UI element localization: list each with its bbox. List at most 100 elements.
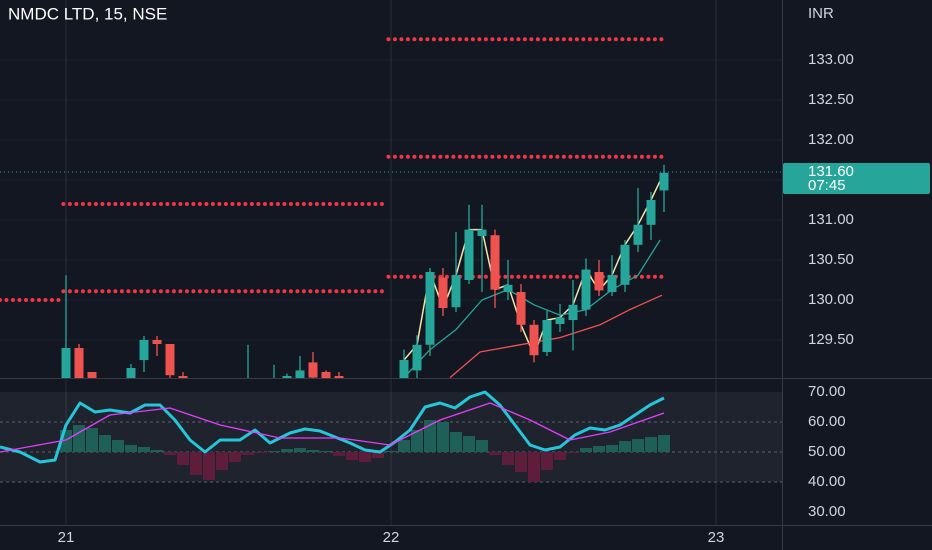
histogram-bar	[385, 451, 397, 453]
candle-body	[87, 372, 97, 378]
histogram-bar	[449, 432, 462, 453]
histogram-bar	[397, 440, 410, 453]
histogram-bar	[190, 452, 203, 476]
countdown-label: 07:45	[808, 177, 846, 194]
y-tick-label: 130.00	[808, 291, 854, 308]
oscillator-tick-label: 60.00	[808, 413, 846, 430]
candle-body	[659, 172, 669, 191]
candle-body	[477, 229, 487, 236]
candle-body	[282, 376, 292, 378]
histogram-bar	[138, 447, 151, 453]
histogram-bar	[514, 452, 527, 473]
histogram-bar	[307, 450, 320, 453]
candle-body	[61, 348, 71, 378]
oscillator-tick-label: 40.00	[808, 473, 846, 490]
histogram-bar	[346, 452, 359, 461]
candle-body	[74, 348, 84, 378]
histogram-bar	[462, 436, 475, 453]
y-tick-label: 131.00	[808, 211, 854, 228]
candle-body	[633, 224, 643, 245]
candle-body	[581, 269, 591, 310]
histogram-bar	[294, 448, 307, 453]
last-price-label: 131.60	[808, 163, 854, 180]
last-price-box	[783, 163, 930, 194]
overlay-line	[403, 239, 661, 378]
histogram-bar	[475, 440, 488, 453]
x-tick-label: 21	[58, 529, 75, 546]
histogram-bar	[644, 437, 657, 453]
oscillator-tick-label: 70.00	[808, 383, 846, 400]
candle-body	[165, 344, 175, 376]
histogram-bar	[255, 452, 268, 453]
histogram-bar	[540, 452, 553, 471]
candle-body	[308, 362, 318, 378]
oscillator-pane	[0, 379, 782, 525]
histogram-bar	[501, 452, 514, 465]
histogram-bar	[281, 449, 294, 453]
candle-body	[490, 235, 500, 290]
overlay-line	[449, 294, 663, 378]
x-tick-label: 22	[383, 529, 400, 546]
candle-body	[295, 370, 305, 378]
currency-label: INR	[808, 5, 834, 22]
candle-body	[152, 340, 162, 344]
candle-body	[516, 292, 526, 325]
histogram-bar	[436, 422, 449, 453]
histogram-bar	[216, 452, 229, 471]
candle-body	[399, 360, 409, 378]
histogram-bar	[320, 451, 333, 453]
histogram-bar	[566, 452, 579, 453]
candle-body	[607, 275, 617, 292]
histogram-bar	[423, 420, 436, 453]
candle-body	[646, 200, 656, 225]
histogram-bar	[73, 425, 86, 453]
chart-title: NMDC LTD, 15, NSE	[8, 4, 167, 23]
candle-body	[412, 344, 422, 371]
histogram-bar	[605, 445, 618, 453]
histogram-bar	[359, 452, 372, 462]
histogram-bar	[229, 452, 242, 462]
candle-body	[594, 272, 604, 291]
y-tick-label: 133.00	[808, 51, 854, 68]
histogram-bar	[618, 441, 631, 453]
oscillator-tick-label: 30.00	[808, 503, 846, 520]
y-tick-label: 130.50	[808, 251, 854, 268]
candle-body	[620, 244, 630, 285]
histogram-bar	[657, 435, 670, 453]
histogram-bar	[488, 452, 501, 456]
candle-body	[178, 376, 188, 378]
oscillator-tick-label: 50.00	[808, 443, 846, 460]
oscillator-line	[0, 402, 665, 453]
y-tick-label: 132.50	[808, 91, 854, 108]
histogram-bar	[203, 452, 216, 480]
candle-body	[334, 376, 344, 378]
candle-body	[503, 284, 513, 292]
y-tick-label: 129.50	[808, 331, 854, 348]
histogram-bar	[151, 450, 164, 453]
candle-body	[126, 368, 136, 378]
candle-body	[139, 340, 149, 360]
histogram-bar	[579, 448, 592, 453]
candle-body	[568, 304, 578, 320]
y-tick-label: 132.00	[808, 131, 854, 148]
candle-body	[464, 229, 474, 280]
histogram-bar	[242, 452, 255, 456]
histogram-bar	[592, 446, 605, 453]
histogram-bar	[86, 428, 99, 453]
candle-body	[555, 317, 565, 324]
histogram-bar	[372, 452, 385, 459]
histogram-bar	[631, 439, 644, 453]
histogram-bar	[527, 452, 540, 483]
histogram-bar	[99, 435, 112, 453]
candle-body	[321, 372, 331, 378]
candle-body	[438, 277, 448, 308]
histogram-bar	[164, 452, 177, 456]
histogram-bar	[268, 451, 281, 453]
histogram-bar	[125, 445, 138, 453]
candle-body	[529, 324, 539, 356]
x-tick-label: 23	[708, 529, 725, 546]
candle-body	[451, 275, 461, 308]
